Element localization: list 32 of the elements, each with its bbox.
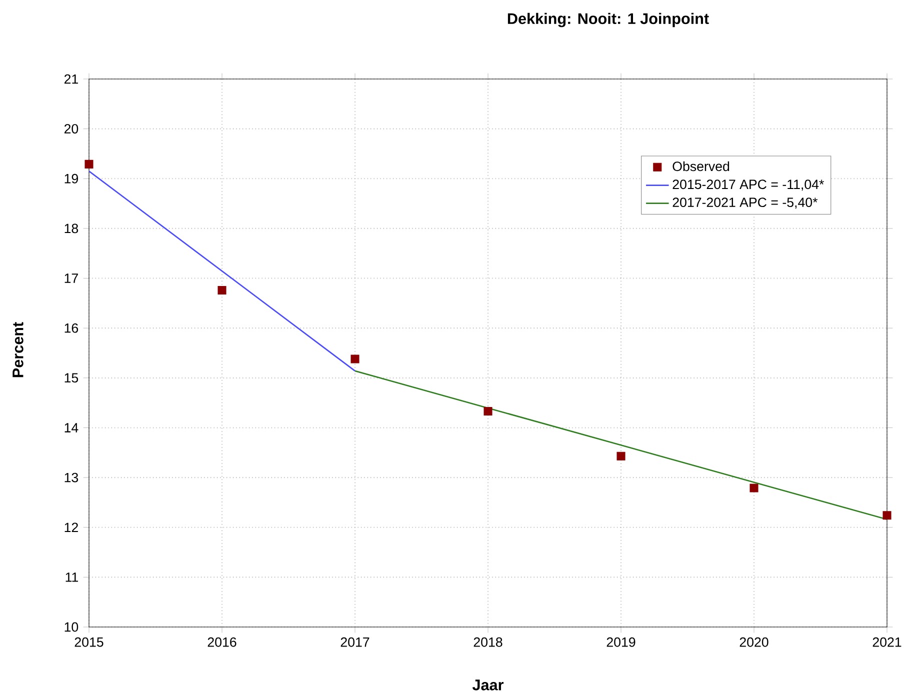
y-axis-title: Percent — [12, 322, 24, 378]
x-axis-title: Jaar — [472, 680, 504, 690]
y-tick-label: 21 — [64, 74, 78, 84]
y-tick-label: 13 — [64, 472, 78, 482]
x-tick-label: 2019 — [606, 637, 636, 647]
y-tick-label: 16 — [64, 323, 78, 333]
y-tick-label: 19 — [64, 174, 78, 184]
y-tick-label: 14 — [64, 423, 78, 432]
point — [484, 407, 492, 416]
x-tick-label: 2018 — [474, 637, 502, 647]
point — [350, 354, 360, 364]
x-tick-label: 2015 — [74, 637, 104, 647]
point — [218, 286, 226, 294]
x-tick-label: 2017 — [340, 637, 370, 647]
legend-label: 2017-2021 APC = -5,40* — [672, 198, 818, 209]
y-tick-label: 12 — [64, 522, 78, 532]
y-tick-label: 17 — [64, 274, 78, 283]
x-tick-label: 2016 — [208, 637, 236, 647]
point — [750, 484, 758, 492]
x-tick-label: 2021 — [872, 637, 902, 647]
legend-label: Observed — [672, 161, 730, 172]
y-tick-label: 20 — [64, 124, 78, 134]
point — [84, 160, 94, 168]
y-tick-label: 18 — [64, 224, 78, 234]
y-tick-label: 10 — [64, 622, 78, 632]
legend-label: 2015-2017 APC = -11,04* — [672, 180, 824, 191]
y-tick-label: 15 — [64, 373, 78, 383]
point — [616, 452, 626, 460]
chart-title: Dekking: Nooit: 1 Joinpoint — [508, 12, 709, 28]
y-tick-label: 11 — [66, 572, 78, 582]
x-tick-label: 2020 — [740, 637, 768, 647]
point — [882, 511, 892, 520]
